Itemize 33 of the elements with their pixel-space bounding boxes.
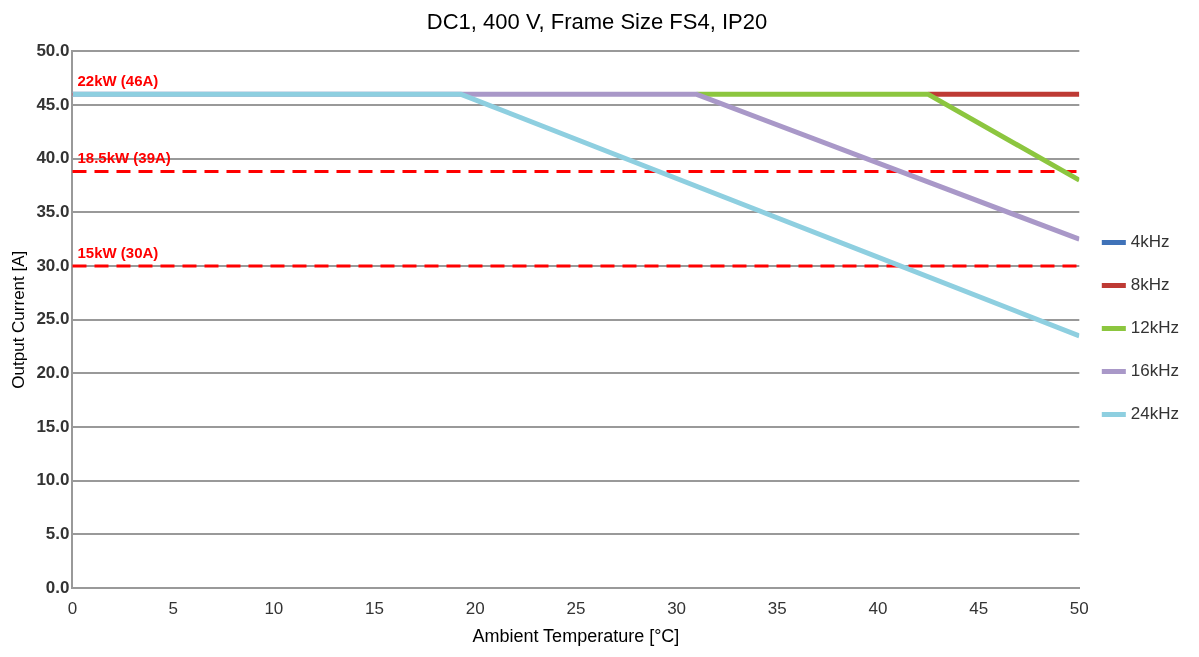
ref-line-label: 22kW (46A): [77, 71, 159, 89]
y-tick-label: 40.0: [36, 148, 70, 168]
y-tick-label: 30.0: [36, 255, 70, 275]
y-axis-title: Output Current [A]: [8, 250, 28, 389]
x-tick-label: 50: [1069, 598, 1089, 618]
y-tick-label: 5.0: [45, 524, 70, 544]
y-tick-label: 15.0: [36, 416, 70, 436]
ref-line-label: 18.5kW (39A): [77, 149, 171, 167]
x-axis-title: Ambient Temperature [°C]: [472, 626, 680, 647]
x-tick-label: 15: [365, 598, 384, 618]
x-tick-label: 5: [168, 598, 178, 618]
chart-title: DC1, 400 V, Frame Size FS4, IP20: [426, 9, 768, 35]
x-tick-label: 0: [67, 598, 78, 618]
ref-line-label: 15kW (30A): [77, 243, 159, 261]
y-tick-label: 20.0: [36, 363, 70, 383]
y-tick-label: 10.0: [36, 470, 70, 490]
x-tick-label: 10: [264, 598, 284, 618]
legend-label: 4kHz: [1130, 232, 1170, 252]
x-tick-label: 30: [667, 598, 687, 618]
y-tick-label: 50.0: [36, 41, 70, 61]
x-tick-label: 35: [767, 598, 787, 618]
legend-label: 12kHz: [1130, 318, 1179, 338]
x-tick-label: 25: [566, 598, 586, 618]
x-tick-label: 20: [465, 598, 485, 618]
x-tick-label: 40: [868, 598, 888, 618]
legend-label: 24kHz: [1130, 404, 1179, 424]
legend-label: 8kHz: [1130, 275, 1170, 295]
y-tick-label: 25.0: [36, 309, 70, 329]
legend-label: 16kHz: [1130, 361, 1179, 381]
y-tick-label: 0.0: [45, 577, 70, 597]
x-tick-label: 45: [969, 598, 989, 618]
y-tick-label: 45.0: [36, 94, 70, 114]
y-tick-label: 35.0: [36, 202, 70, 222]
